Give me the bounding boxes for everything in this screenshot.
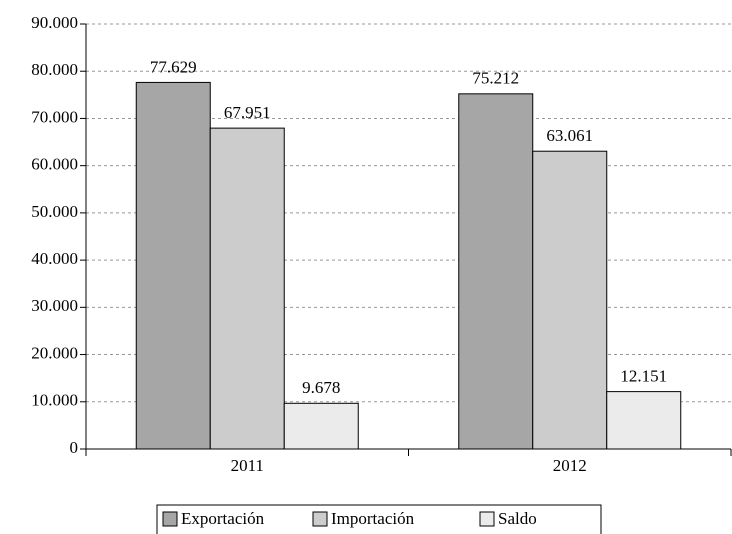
data-label: 75.212: [472, 69, 519, 88]
y-tick-label: 20.000: [31, 343, 78, 362]
legend-swatch: [162, 511, 178, 527]
bar: [135, 81, 211, 450]
legend-label: Importación: [331, 509, 415, 528]
y-tick-label: 10.000: [31, 391, 78, 410]
data-label: 77.629: [150, 57, 197, 76]
data-label: 63.061: [546, 126, 593, 145]
bar: [532, 150, 608, 450]
y-tick-label: 40.000: [31, 249, 78, 268]
legend-swatch: [312, 511, 328, 527]
y-tick-label: 30.000: [31, 296, 78, 315]
y-tick-label: 90.000: [31, 13, 78, 32]
bar: [283, 402, 359, 450]
y-tick-label: 0: [70, 438, 79, 457]
bar: [458, 93, 534, 450]
x-tick-label: 2011: [231, 456, 264, 475]
x-tick-label: 2012: [553, 456, 587, 475]
y-tick-label: 50.000: [31, 202, 78, 221]
legend-label: Saldo: [498, 509, 537, 528]
legend-box: [156, 504, 602, 534]
y-tick-label: 70.000: [31, 107, 78, 126]
y-tick-label: 80.000: [31, 60, 78, 79]
data-label: 67.951: [224, 103, 271, 122]
data-label: 12.151: [620, 367, 667, 386]
y-tick-label: 60.000: [31, 155, 78, 174]
legend-swatch: [479, 511, 495, 527]
bar: [606, 391, 682, 450]
legend-label: Exportación: [181, 509, 265, 528]
data-label: 9.678: [302, 378, 340, 397]
bar: [209, 127, 285, 450]
